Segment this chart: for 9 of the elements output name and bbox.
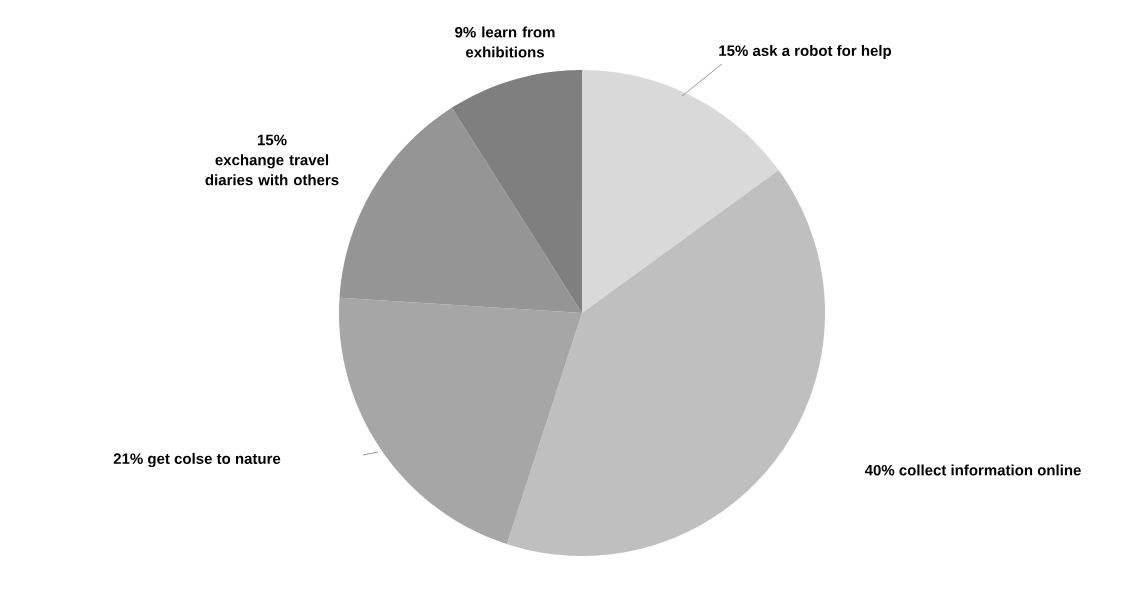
slice-label: get colse to nature	[148, 452, 281, 467]
slice-label: exchange travel diaries with others	[205, 154, 339, 186]
data-label: 15%	[257, 134, 287, 146]
data-label: 40%	[864, 464, 895, 476]
data-label: 21%	[113, 453, 143, 464]
slice-label: ask a robot for help	[752, 44, 892, 59]
data-label: 9%	[455, 26, 476, 38]
slice-label: collect information online	[899, 464, 1081, 476]
data-label: 15%	[719, 45, 748, 57]
